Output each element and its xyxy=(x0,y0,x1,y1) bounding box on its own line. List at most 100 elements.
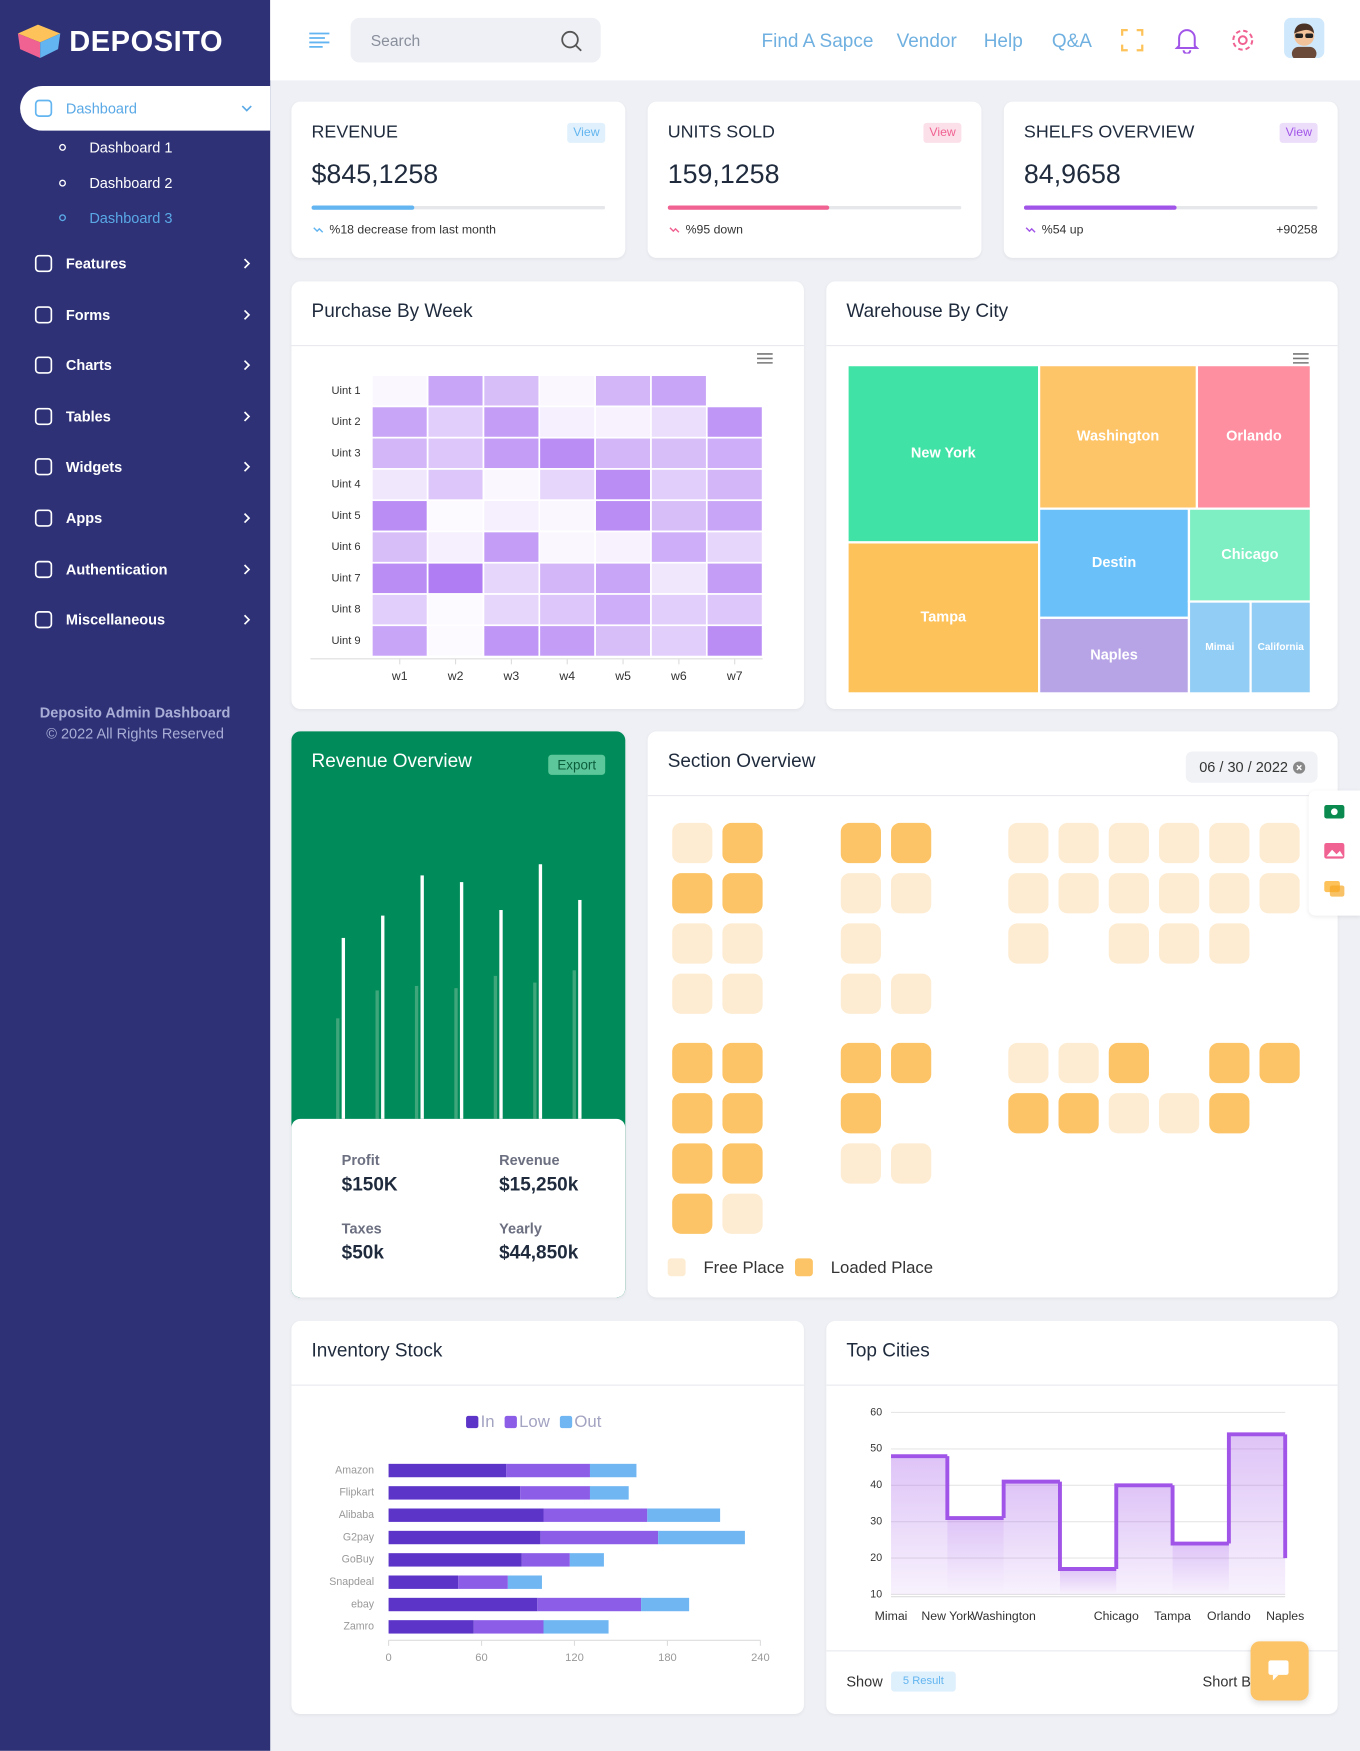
settings-icon[interactable] xyxy=(1229,27,1256,54)
heat-cell xyxy=(650,561,708,595)
sort-label[interactable]: Short By xyxy=(1202,1673,1259,1690)
fullscreen-icon[interactable] xyxy=(1120,28,1145,53)
place-cell xyxy=(840,973,881,1014)
chevron xyxy=(243,563,251,575)
place-cell xyxy=(672,1193,713,1234)
submenu-label[interactable]: Dashboard 1 xyxy=(89,139,173,156)
card-title: Top Cities xyxy=(846,1339,930,1362)
money-icon[interactable] xyxy=(1323,804,1345,820)
chat-button-icon xyxy=(1268,1660,1289,1681)
bar-segment xyxy=(388,1553,522,1567)
menu-label: Dashboard xyxy=(65,99,137,117)
clear-icon[interactable] xyxy=(1293,761,1306,774)
heat-cell xyxy=(370,530,429,564)
view-button[interactable]: View xyxy=(1279,122,1318,143)
heat-cell xyxy=(594,468,652,502)
submenu-label[interactable]: Dashboard 2 xyxy=(89,174,173,191)
notification-icon[interactable] xyxy=(1174,27,1200,54)
bar xyxy=(578,899,582,1119)
treemap-label: Mimai xyxy=(1205,642,1234,653)
heat-cell xyxy=(594,561,652,595)
menu-icon xyxy=(34,356,53,374)
heat-cell xyxy=(426,436,485,470)
treemap-cell xyxy=(1249,600,1312,695)
bar-segment xyxy=(388,1508,544,1522)
x-tick-label: New York xyxy=(921,1609,974,1623)
treemap-label: Destin xyxy=(1092,555,1136,571)
heat-cell xyxy=(426,561,485,595)
chart-menu[interactable] xyxy=(756,352,774,365)
bar-segment xyxy=(388,1463,507,1478)
menu-icon-shape xyxy=(34,99,53,117)
place-cell xyxy=(1108,1093,1149,1134)
search-box[interactable]: Search xyxy=(350,17,601,63)
area-step xyxy=(1228,1434,1286,1595)
stat-card: REVENUE View $845,1258 %18 decrease from la… xyxy=(291,101,626,258)
menu-icon-shape xyxy=(34,611,53,629)
bar-segment xyxy=(388,1597,538,1612)
place-cell xyxy=(1108,822,1149,864)
chevron xyxy=(243,411,251,422)
heat-cell xyxy=(538,530,596,564)
heat-cell xyxy=(594,530,652,564)
menu-icon-shape xyxy=(34,560,53,578)
place-cell xyxy=(840,822,881,864)
heat-cell xyxy=(650,499,708,533)
nav-link[interactable]: Vendor xyxy=(896,30,957,52)
menu-icon-shape xyxy=(34,356,53,374)
stat-note: %18 decrease from last month xyxy=(329,223,496,237)
heat-cell xyxy=(650,468,708,502)
export-button[interactable]: Export xyxy=(548,754,606,775)
image-icon[interactable] xyxy=(1323,842,1345,860)
menu-label[interactable]: Features xyxy=(65,255,127,272)
menu-label[interactable]: Miscellaneous xyxy=(65,611,166,629)
menu-label[interactable]: Apps xyxy=(65,509,103,527)
bar xyxy=(499,910,503,1119)
x-tick-label: 120 xyxy=(565,1652,584,1664)
place-cell xyxy=(891,1143,932,1184)
active-menu-item[interactable] xyxy=(20,85,271,131)
menu-label[interactable]: Widgets xyxy=(65,458,123,476)
heat-cell xyxy=(538,468,596,502)
submenu-dot-shape xyxy=(59,179,66,187)
chat-button[interactable] xyxy=(1250,1641,1309,1701)
chevron-path xyxy=(243,360,251,371)
menu-toggle[interactable] xyxy=(308,31,330,49)
y-tick-label: Uint 4 xyxy=(332,479,361,491)
menu-label[interactable]: Forms xyxy=(65,306,111,323)
menu-label[interactable]: Charts xyxy=(65,356,112,374)
chat-icon[interactable] xyxy=(1323,880,1345,898)
step-line xyxy=(945,1456,1004,1520)
menu-label[interactable]: Tables xyxy=(65,407,111,425)
x-tick-label: 60 xyxy=(475,1652,487,1664)
menu-label[interactable]: Authentication xyxy=(65,560,168,578)
place-cell xyxy=(1159,1093,1200,1134)
heat-cell xyxy=(594,624,652,658)
nav-link[interactable]: Help xyxy=(983,30,1023,52)
result-select[interactable]: 5 Result xyxy=(891,1671,956,1692)
bar-segment xyxy=(569,1553,604,1567)
nav-link[interactable]: Find A Sapce xyxy=(761,30,874,52)
menu-icon xyxy=(34,407,53,425)
chart-menu[interactable] xyxy=(1292,352,1310,365)
place-cell xyxy=(1008,1093,1049,1134)
submenu-dot xyxy=(59,214,66,222)
bar-segment xyxy=(647,1508,721,1522)
view-button[interactable]: View xyxy=(567,122,606,143)
place-cell xyxy=(840,923,881,964)
show-label: Show xyxy=(846,1673,883,1690)
heat-cell xyxy=(650,624,708,658)
logo-icon xyxy=(17,24,61,59)
menu-icon xyxy=(34,560,53,578)
date-picker[interactable]: 06 / 30 / 2022 xyxy=(1185,751,1318,783)
heat-cell xyxy=(538,405,596,439)
view-button[interactable]: View xyxy=(923,122,962,143)
divider xyxy=(291,345,804,347)
submenu-label[interactable]: Dashboard 3 xyxy=(89,209,173,227)
place-cell xyxy=(672,973,713,1014)
nav-link[interactable]: Q&A xyxy=(1051,30,1092,52)
avatar[interactable] xyxy=(1284,17,1325,59)
treemap-cell xyxy=(1038,616,1191,695)
place-cell xyxy=(672,822,713,864)
legend-swatch xyxy=(466,1415,479,1429)
